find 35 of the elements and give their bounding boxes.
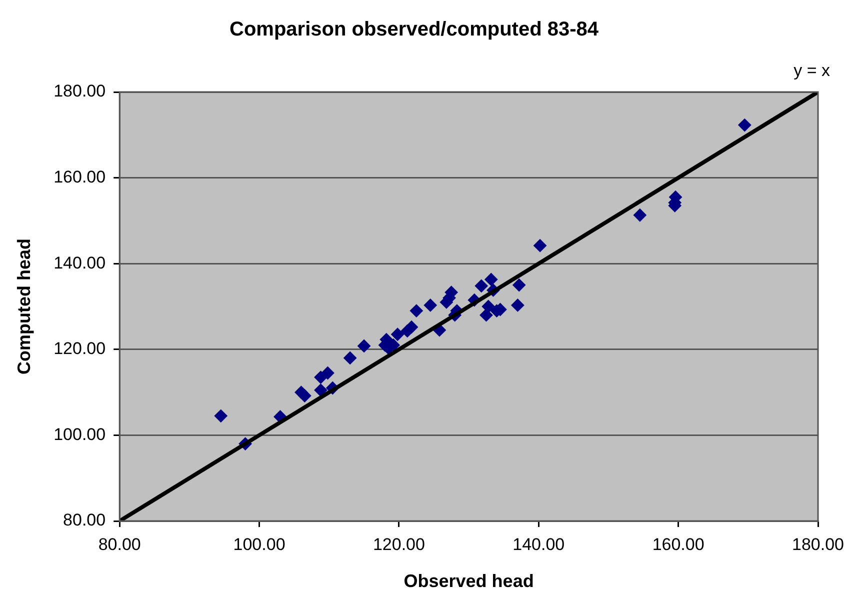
chart-title: Comparison observed/computed 83-84	[230, 18, 600, 41]
point	[314, 384, 328, 397]
point	[344, 351, 357, 364]
point	[511, 298, 524, 312]
annotation: y = x	[794, 61, 830, 80]
x-axis-title: Observed head	[404, 571, 534, 592]
x-tick-label: 120.00	[372, 534, 425, 554]
point	[391, 328, 404, 341]
point	[738, 118, 752, 132]
point	[321, 366, 334, 380]
point	[424, 298, 437, 312]
x-tick-label: 80.00	[98, 534, 141, 554]
x-tick-label: 100.00	[233, 534, 286, 554]
point	[410, 304, 423, 318]
point	[512, 278, 526, 292]
y-axis-title: Computed head	[14, 238, 34, 375]
point	[480, 308, 493, 322]
y-tick-label: 100.00	[54, 424, 106, 444]
point	[633, 208, 646, 222]
y-tick-label: 80.00	[63, 510, 106, 530]
point	[314, 370, 328, 384]
point	[358, 339, 371, 352]
point	[214, 409, 228, 422]
point	[298, 389, 312, 402]
y-tick-label: 140.00	[54, 253, 106, 272]
x-tick-label: 180.00	[792, 534, 844, 554]
y-tick-label: 180.00	[54, 82, 106, 101]
point	[484, 272, 498, 286]
point	[482, 300, 495, 313]
point	[534, 239, 547, 252]
point	[474, 279, 488, 292]
y-tick-label: 120.00	[54, 339, 106, 358]
y-tick-label: 160.00	[54, 167, 106, 186]
x-tick-label: 140.00	[512, 534, 565, 554]
x-tick-label: 160.00	[652, 534, 704, 554]
